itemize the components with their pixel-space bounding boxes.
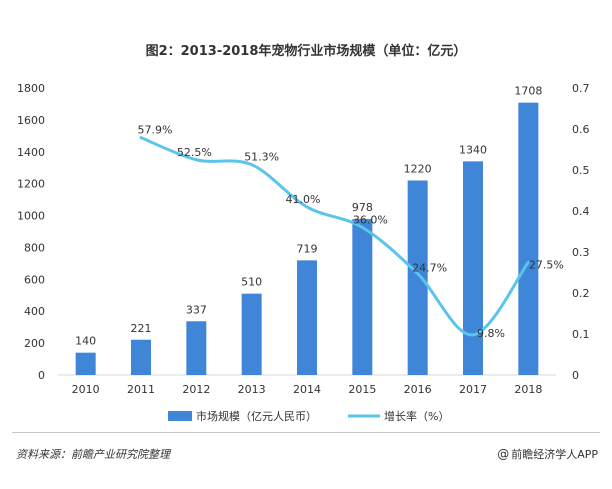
bar bbox=[131, 339, 151, 375]
x-tick-label: 2015 bbox=[348, 383, 376, 396]
y-right-tick-label: 0.1 bbox=[572, 328, 590, 341]
growth-rate-label: 51.3% bbox=[244, 151, 279, 164]
bar bbox=[241, 293, 262, 375]
y-left-tick-label: 600 bbox=[24, 273, 45, 286]
bar-value-label: 510 bbox=[241, 276, 262, 289]
x-tick-label: 2018 bbox=[514, 383, 542, 396]
footer-divider bbox=[12, 432, 600, 433]
y-right-tick-label: 0.7 bbox=[572, 82, 590, 95]
y-left-tick-label: 0 bbox=[38, 369, 45, 382]
legend-bar-label: 市场规模（亿元人民币） bbox=[196, 409, 317, 423]
legend-line-label: 增长率（%） bbox=[384, 409, 449, 423]
y-right-tick-label: 0.5 bbox=[572, 164, 590, 177]
y-left-tick-label: 400 bbox=[24, 305, 45, 318]
bar bbox=[186, 321, 207, 375]
growth-rate-label: 41.0% bbox=[286, 193, 321, 206]
y-right-tick-label: 0 bbox=[572, 369, 579, 382]
growth-rate-label: 36.0% bbox=[353, 213, 388, 226]
bar-value-label: 1340 bbox=[459, 143, 487, 156]
credit-label: 前瞻经济学人APP bbox=[511, 448, 598, 461]
bar-value-label: 978 bbox=[352, 201, 373, 214]
bar bbox=[407, 180, 428, 375]
growth-rate-label: 9.8% bbox=[477, 327, 505, 340]
x-tick-label: 2011 bbox=[127, 383, 155, 396]
chart-title: 图2：2013-2018年宠物行业市场规模（单位：亿元） bbox=[145, 44, 467, 59]
y-left-tick-label: 1000 bbox=[17, 210, 45, 223]
growth-rate-label: 57.9% bbox=[138, 124, 173, 137]
x-tick-label: 2012 bbox=[182, 383, 210, 396]
bar-value-label: 1220 bbox=[404, 162, 432, 175]
bar-value-label: 337 bbox=[186, 303, 207, 316]
y-right-tick-label: 0.3 bbox=[572, 246, 590, 259]
source-note: 资料来源：前瞻产业研究院整理 bbox=[16, 448, 170, 461]
growth-rate-label: 52.5% bbox=[177, 146, 212, 159]
bar-value-label: 221 bbox=[131, 322, 152, 335]
credit-note: @ 前瞻经济学人APP bbox=[497, 446, 598, 462]
x-tick-label: 2014 bbox=[293, 383, 321, 396]
y-left-tick-label: 800 bbox=[24, 241, 45, 254]
y-left-tick-label: 1800 bbox=[17, 82, 45, 95]
y-right-tick-label: 0.2 bbox=[572, 287, 590, 300]
x-tick-label: 2016 bbox=[404, 383, 432, 396]
y-right-tick-label: 0.6 bbox=[572, 123, 590, 136]
growth-rate-line bbox=[139, 136, 530, 337]
x-tick-label: 2010 bbox=[72, 383, 100, 396]
growth-rate-label: 27.5% bbox=[529, 258, 564, 271]
bar bbox=[463, 161, 483, 375]
legend-bar-swatch bbox=[168, 411, 192, 421]
growth-rate-label: 24.7% bbox=[412, 262, 447, 275]
bar-value-label: 1708 bbox=[514, 85, 542, 98]
bar bbox=[75, 352, 96, 375]
x-tick-label: 2017 bbox=[459, 383, 487, 396]
bar-value-label: 719 bbox=[297, 242, 318, 255]
y-left-tick-label: 1600 bbox=[17, 114, 45, 127]
bar bbox=[518, 102, 539, 376]
y-left-tick-label: 1400 bbox=[17, 146, 45, 159]
y-left-tick-label: 1200 bbox=[17, 178, 45, 191]
at-icon: @ bbox=[497, 447, 510, 461]
bar bbox=[297, 260, 317, 375]
y-left-tick-label: 200 bbox=[24, 337, 45, 350]
x-tick-label: 2013 bbox=[238, 383, 266, 396]
bar bbox=[352, 219, 373, 375]
bar-value-label: 140 bbox=[75, 335, 96, 348]
y-right-tick-label: 0.4 bbox=[572, 205, 590, 218]
